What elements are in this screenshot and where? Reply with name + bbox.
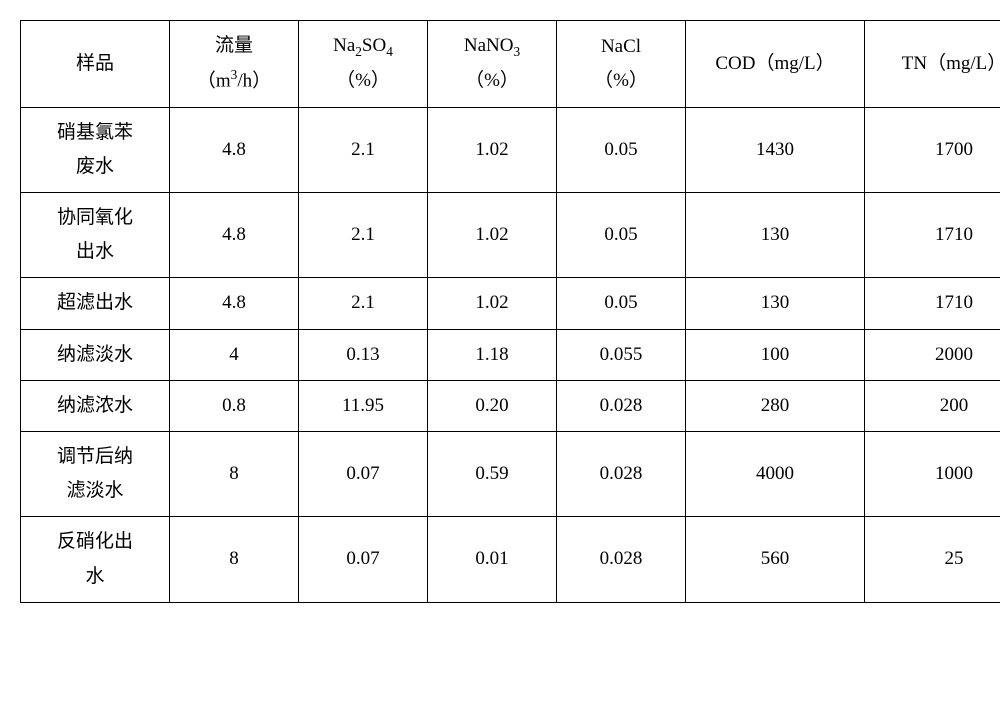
cell-cod: 130 bbox=[686, 193, 865, 278]
cell-nacl: 0.05 bbox=[557, 107, 686, 192]
cell-sample: 协同氧化出水 bbox=[21, 193, 170, 278]
table-row: 硝基氯苯废水4.82.11.020.0514301700 bbox=[21, 107, 1000, 192]
cell-sample: 调节后纳滤淡水 bbox=[21, 432, 170, 517]
cell-na2so4: 11.95 bbox=[299, 380, 428, 431]
cell-tn: 1710 bbox=[865, 193, 1000, 278]
col-header-nano3: NaNO3（%） bbox=[428, 21, 557, 108]
cell-flow: 4.8 bbox=[170, 107, 299, 192]
cell-tn: 1710 bbox=[865, 278, 1000, 329]
cell-nacl: 0.028 bbox=[557, 517, 686, 602]
cell-flow: 8 bbox=[170, 432, 299, 517]
cell-nano3: 0.01 bbox=[428, 517, 557, 602]
cell-nacl: 0.05 bbox=[557, 278, 686, 329]
table-body: 硝基氯苯废水4.82.11.020.0514301700协同氧化出水4.82.1… bbox=[21, 107, 1000, 602]
table-row: 超滤出水4.82.11.020.051301710 bbox=[21, 278, 1000, 329]
table-row: 纳滤淡水40.131.180.0551002000 bbox=[21, 329, 1000, 380]
cell-na2so4: 2.1 bbox=[299, 278, 428, 329]
table-row: 协同氧化出水4.82.11.020.051301710 bbox=[21, 193, 1000, 278]
cell-cod: 4000 bbox=[686, 432, 865, 517]
cell-flow: 4.8 bbox=[170, 278, 299, 329]
cell-sample: 纳滤淡水 bbox=[21, 329, 170, 380]
col-header-na2so4: Na2SO4（%） bbox=[299, 21, 428, 108]
cell-flow: 0.8 bbox=[170, 380, 299, 431]
cell-na2so4: 0.07 bbox=[299, 517, 428, 602]
cell-nacl: 0.055 bbox=[557, 329, 686, 380]
cell-na2so4: 2.1 bbox=[299, 193, 428, 278]
cell-sample: 反硝化出水 bbox=[21, 517, 170, 602]
cell-cod: 280 bbox=[686, 380, 865, 431]
cell-sample: 纳滤浓水 bbox=[21, 380, 170, 431]
table-row: 调节后纳滤淡水80.070.590.02840001000 bbox=[21, 432, 1000, 517]
cell-na2so4: 2.1 bbox=[299, 107, 428, 192]
table-row: 反硝化出水80.070.010.02856025 bbox=[21, 517, 1000, 602]
cell-tn: 2000 bbox=[865, 329, 1000, 380]
cell-cod: 560 bbox=[686, 517, 865, 602]
cell-na2so4: 0.13 bbox=[299, 329, 428, 380]
header-row: 样品 流量（m3/h） Na2SO4（%） NaNO3（%） NaCl（%） C… bbox=[21, 21, 1000, 108]
cell-flow: 4.8 bbox=[170, 193, 299, 278]
cell-tn: 1700 bbox=[865, 107, 1000, 192]
cell-cod: 1430 bbox=[686, 107, 865, 192]
cell-flow: 4 bbox=[170, 329, 299, 380]
table-row: 纳滤浓水0.811.950.200.028280200 bbox=[21, 380, 1000, 431]
cell-cod: 100 bbox=[686, 329, 865, 380]
col-header-sample: 样品 bbox=[21, 21, 170, 108]
cell-nano3: 0.59 bbox=[428, 432, 557, 517]
cell-tn: 1000 bbox=[865, 432, 1000, 517]
cell-nano3: 1.02 bbox=[428, 278, 557, 329]
data-table: 样品 流量（m3/h） Na2SO4（%） NaNO3（%） NaCl（%） C… bbox=[20, 20, 1000, 603]
col-header-tn: TN（mg/L） bbox=[865, 21, 1000, 108]
cell-nacl: 0.028 bbox=[557, 380, 686, 431]
cell-na2so4: 0.07 bbox=[299, 432, 428, 517]
cell-tn: 200 bbox=[865, 380, 1000, 431]
cell-nacl: 0.05 bbox=[557, 193, 686, 278]
cell-sample: 硝基氯苯废水 bbox=[21, 107, 170, 192]
cell-nano3: 1.02 bbox=[428, 107, 557, 192]
cell-nano3: 1.18 bbox=[428, 329, 557, 380]
col-header-flow: 流量（m3/h） bbox=[170, 21, 299, 108]
cell-cod: 130 bbox=[686, 278, 865, 329]
cell-nacl: 0.028 bbox=[557, 432, 686, 517]
col-header-cod: COD（mg/L） bbox=[686, 21, 865, 108]
col-header-nacl: NaCl（%） bbox=[557, 21, 686, 108]
cell-tn: 25 bbox=[865, 517, 1000, 602]
cell-flow: 8 bbox=[170, 517, 299, 602]
cell-sample: 超滤出水 bbox=[21, 278, 170, 329]
cell-nano3: 0.20 bbox=[428, 380, 557, 431]
cell-nano3: 1.02 bbox=[428, 193, 557, 278]
